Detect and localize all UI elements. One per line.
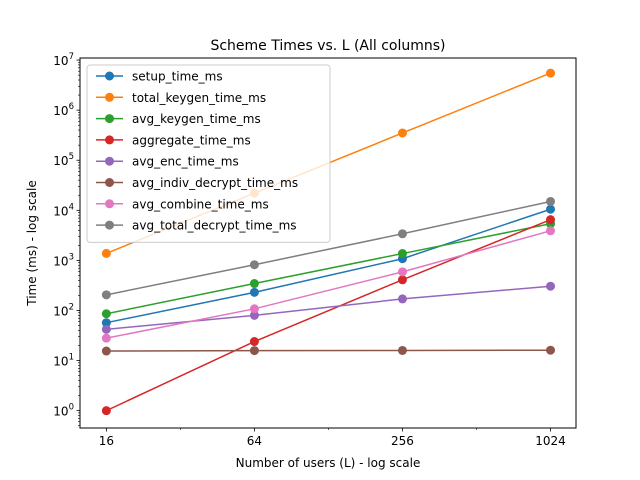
data-point [249,310,259,320]
series-line [106,349,551,352]
data-point [397,294,407,304]
series-avg_enc_time_ms [101,281,556,334]
legend-label: aggregate_time_ms [132,133,251,147]
data-point [546,215,556,225]
series-line [106,218,551,412]
data-point [397,229,407,239]
legend-label: avg_total_decrypt_time_ms [132,219,297,233]
legend-label: avg_indiv_decrypt_time_ms [132,176,298,190]
series-avg_total_decrypt_time_ms [101,196,556,300]
legend-label: total_keygen_time_ms [132,91,266,105]
series-aggregate_time_ms [101,215,556,416]
data-point [546,226,556,236]
series-line [106,200,551,296]
legend-box [86,64,331,243]
series-avg_combine_time_ms [101,226,556,343]
legend-marker [105,156,114,166]
y-tick-label: 103 [53,252,74,268]
data-point [249,337,259,347]
legend-marker [105,178,114,187]
legend-marker [105,220,114,230]
chart-title: Scheme Times vs. L (All columns) [210,38,445,54]
legend-item: aggregate_time_ms [96,133,251,147]
y-tick-label: 100 [53,403,74,419]
data-point [249,346,259,356]
data-point [101,406,111,416]
series-line [106,230,551,339]
y-tick-label: 102 [53,302,74,318]
series-line [106,208,551,324]
legend-label: setup_time_ms [132,70,223,84]
data-point [101,333,111,343]
legend-item: avg_total_decrypt_time_ms [96,219,297,233]
plot-frame [79,57,577,429]
data-point [101,324,111,334]
axis-ticks: 16 64 256 1024 100 101 102 103 104 105 106 107 [53,52,565,448]
data-point [546,68,556,78]
x-tick-label: 1024 [535,434,566,448]
data-point [397,249,407,259]
data-point [546,204,556,214]
data-point [101,290,111,300]
legend-item: avg_enc_time_ms [96,155,239,169]
data-point [249,304,259,314]
legend-label: avg_combine_time_ms [132,197,269,211]
y-tick-label: 106 [53,102,74,118]
data-point [397,275,407,285]
legend-item: avg_indiv_decrypt_time_ms [96,176,298,190]
legend-label: avg_enc_time_ms [132,155,239,169]
legend-item: avg_keygen_time_ms [96,112,261,126]
legend-item: avg_combine_time_ms [96,197,269,211]
legend-marker [105,135,114,145]
legend-item: setup_time_ms [96,70,223,84]
x-tick-label: 16 [99,434,114,448]
legend: setup_time_ms total_keygen_time_ms avg_key… [86,64,331,243]
legend-marker [105,71,114,81]
legend-label: avg_keygen_time_ms [132,112,261,126]
data-point [249,279,259,289]
data-point [546,345,556,355]
series-line [106,222,551,315]
y-tick-label: 101 [53,353,74,369]
x-tick-label: 256 [391,434,414,448]
series-line [106,285,551,331]
y-tick-label: 104 [53,202,74,218]
legend-marker [105,92,114,102]
legend-item: total_keygen_time_ms [96,91,266,105]
data-point [101,346,111,356]
y-tick-label: 105 [53,152,74,168]
legend-marker [105,199,114,209]
data-point [101,318,111,328]
data-point [249,287,259,297]
x-axis-label: Number of users (L) - log scale [236,456,421,470]
y-tick-label: 107 [53,52,74,68]
series-avg_indiv_decrypt_time_ms [101,345,556,356]
legend-marker [105,114,114,124]
data-point [101,309,111,319]
x-tick-label: 64 [247,434,262,448]
data-point [546,196,556,206]
y-axis-label: Time (ms) - log scale [25,180,39,306]
data-point [101,248,111,258]
data-point [249,260,259,270]
data-point [397,128,407,138]
data-point [546,281,556,291]
data-point [397,345,407,355]
data-point [397,267,407,277]
